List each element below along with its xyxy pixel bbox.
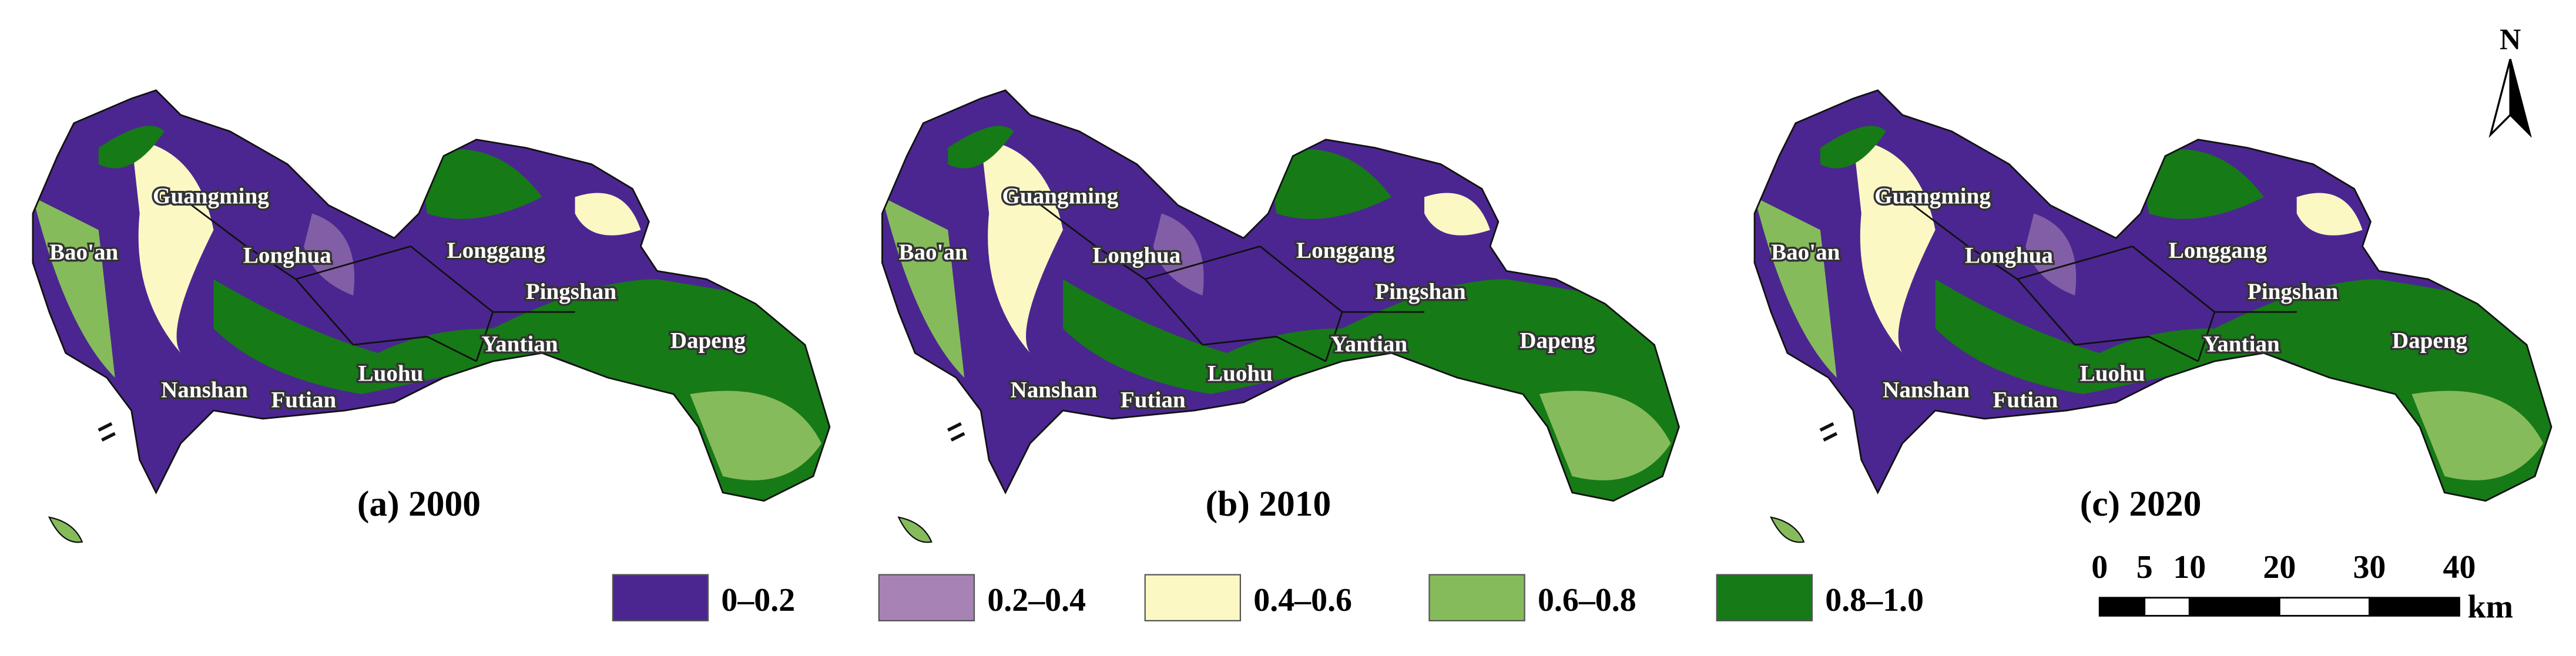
district-label: Longgang bbox=[1296, 238, 1395, 263]
district-label: Futian bbox=[271, 387, 336, 412]
scale-segment bbox=[2278, 597, 2370, 617]
map-shape bbox=[849, 66, 1703, 542]
map-panel: Bao'an Guangming Longhua Longgang Pingshan Ya… bbox=[1722, 66, 2576, 542]
district-label: Longhua bbox=[1092, 243, 1180, 268]
district-label: Bao'an bbox=[898, 240, 968, 265]
map-panel: Bao'an Guangming Longhua Longgang Pingshan Ya… bbox=[0, 66, 854, 542]
legend-label: 0–0.2 bbox=[721, 582, 795, 618]
district-label: Longhua bbox=[1965, 243, 2053, 268]
scale-tick-label: 10 bbox=[2173, 549, 2206, 586]
map-panel: Bao'an Guangming Longhua Longgang Pingshan Ya… bbox=[849, 66, 1703, 542]
district-label: Futian bbox=[1993, 387, 2058, 412]
scale-tick-label: 0 bbox=[2091, 549, 2108, 586]
scale-segment bbox=[2144, 597, 2191, 617]
district-label: Guangming bbox=[153, 184, 269, 209]
north-arrow bbox=[2509, 59, 2532, 138]
legend-swatch bbox=[612, 574, 709, 622]
legend-swatch bbox=[1144, 574, 1242, 622]
panel-caption: (c) 2020 bbox=[2080, 484, 2202, 524]
legend-label: 0.2–0.4 bbox=[987, 582, 1086, 618]
scale-segment bbox=[2098, 597, 2146, 617]
district-label: Yantian bbox=[481, 331, 558, 356]
legend-label: 0.8–1.0 bbox=[1825, 582, 1924, 618]
legend-swatch bbox=[1428, 574, 1525, 622]
district-label: Pingshan bbox=[526, 279, 617, 304]
map-shape bbox=[1722, 66, 2576, 542]
scale-unit: km bbox=[2467, 588, 2513, 625]
scale-segment bbox=[2188, 597, 2280, 617]
district-label: Luohu bbox=[1208, 361, 1273, 386]
north-arrow bbox=[2488, 59, 2511, 138]
district-label: Futian bbox=[1121, 387, 1186, 412]
district-label: Pingshan bbox=[1375, 279, 1466, 304]
district-label: Yantian bbox=[2203, 331, 2280, 356]
district-label: Luohu bbox=[2080, 361, 2145, 386]
map-shape bbox=[0, 66, 854, 542]
district-label: Nanshan bbox=[161, 378, 248, 403]
district-label: Bao'an bbox=[1771, 240, 1840, 265]
district-label: Yantian bbox=[1331, 331, 1408, 356]
legend-label: 0.6–0.8 bbox=[1538, 582, 1636, 618]
district-label: Dapeng bbox=[2392, 328, 2468, 354]
district-label: Dapeng bbox=[670, 328, 746, 354]
legend-label: 0.4–0.6 bbox=[1253, 582, 1352, 618]
panel-caption: (a) 2000 bbox=[357, 484, 481, 524]
scale-tick-label: 5 bbox=[2136, 549, 2153, 586]
legend-swatch bbox=[1716, 574, 1813, 622]
district-label: Bao'an bbox=[49, 240, 119, 265]
north-label: N bbox=[2500, 23, 2521, 56]
district-label: Pingshan bbox=[2248, 279, 2339, 304]
scale-tick-label: 20 bbox=[2263, 549, 2296, 586]
district-label: Nanshan bbox=[1010, 378, 1097, 403]
district-label: Nanshan bbox=[1883, 378, 1970, 403]
panel-caption: (b) 2010 bbox=[1206, 484, 1331, 524]
district-label: Longhua bbox=[243, 243, 331, 268]
district-label: Luohu bbox=[358, 361, 424, 386]
scale-segment bbox=[2369, 597, 2460, 617]
scale-tick-label: 30 bbox=[2353, 549, 2386, 586]
district-label: Longgang bbox=[447, 238, 545, 263]
district-label: Guangming bbox=[1002, 184, 1119, 209]
district-label: Longgang bbox=[2169, 238, 2268, 263]
legend-swatch bbox=[878, 574, 975, 622]
scale-tick-label: 40 bbox=[2443, 549, 2476, 586]
district-label: Dapeng bbox=[1520, 328, 1595, 354]
district-label: Guangming bbox=[1874, 184, 1991, 209]
